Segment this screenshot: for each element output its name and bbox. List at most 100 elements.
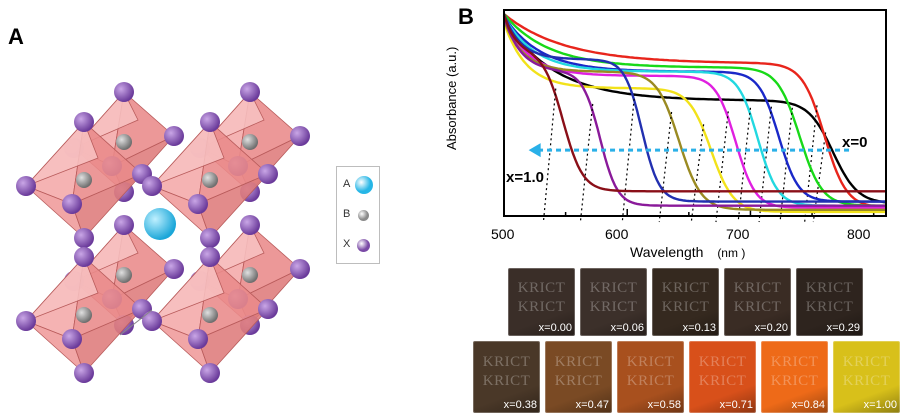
x-atom (200, 112, 220, 132)
edge-tangent (621, 93, 636, 223)
b-atom (242, 134, 258, 150)
legend-item-x: X (337, 233, 379, 259)
krict-watermark: KRICT (661, 280, 710, 296)
x-tick-800: 800 (847, 226, 871, 242)
edge-tangent (542, 88, 557, 223)
x-axis-title: Wavelength (nm ) (630, 244, 745, 260)
annotation-x1: x=1.0 (506, 169, 544, 186)
x-atom (74, 228, 94, 248)
film-composition-label: x=0.20 (754, 322, 788, 334)
x-atom (74, 112, 94, 132)
atom-legend: A B X (336, 166, 380, 264)
film-photo: KRICT KRICT x=1.00 (833, 341, 900, 413)
film-photo: KRICT KRICT x=0.47 (545, 341, 612, 413)
krict-watermark: KRICT (482, 373, 531, 389)
x-atom (200, 228, 220, 248)
x-atom (142, 176, 162, 196)
legend-item-a: A (337, 173, 379, 199)
film-photo: KRICT KRICT x=0.38 (473, 341, 540, 413)
b-atom (202, 307, 218, 323)
x-atom (16, 176, 36, 196)
legend-item-b: B (337, 203, 379, 229)
krict-watermark: KRICT (770, 373, 819, 389)
krict-watermark: KRICT (626, 373, 675, 389)
x-atom (258, 299, 278, 319)
film-photo: KRICT KRICT x=0.20 (724, 268, 791, 336)
series-line-x=0.71 (502, 13, 886, 203)
a-site-atom-icon (355, 176, 373, 194)
film-photo: KRICT KRICT x=0.58 (617, 341, 684, 413)
x-axis-label: Wavelength (630, 244, 704, 260)
edge-tangent (779, 107, 793, 223)
krict-watermark: KRICT (842, 354, 891, 370)
b-atom (116, 134, 132, 150)
panel-a-label: A (8, 24, 24, 49)
b-atom (76, 307, 92, 323)
edge-tangent (690, 124, 705, 223)
b-site-atom-icon (358, 210, 369, 221)
x-atom (114, 215, 134, 235)
series-line-x=0.47 (502, 21, 886, 214)
film-composition-label: x=0.71 (719, 399, 753, 411)
film-photo: KRICT KRICT x=0.84 (761, 341, 828, 413)
plot-frame (503, 9, 887, 217)
octahedron (151, 255, 269, 374)
film-composition-label: x=0.84 (791, 399, 825, 411)
y-axis-title: Absorbance (a.u.) (444, 46, 459, 150)
krict-watermark: KRICT (589, 280, 638, 296)
film-photo: KRICT KRICT x=0.00 (508, 268, 575, 336)
x-atom (188, 194, 208, 214)
krict-watermark: KRICT (698, 354, 747, 370)
x-atom (142, 311, 162, 331)
krict-watermark: KRICT (770, 354, 819, 370)
series-line-x=1.00 (502, 14, 886, 193)
film-composition-label: x=0.29 (826, 322, 860, 334)
x-tick-700: 700 (726, 226, 750, 242)
x-site-atom-icon (357, 239, 370, 252)
film-composition-label: x=0.58 (647, 399, 681, 411)
x-atom (200, 247, 220, 267)
film-composition-label: x=1.00 (863, 399, 897, 411)
krict-watermark: KRICT (589, 299, 638, 315)
x-axis-unit: (nm ) (717, 246, 746, 260)
x-atom (62, 194, 82, 214)
absorbance-chart (502, 9, 887, 223)
film-composition-label: x=0.47 (575, 399, 609, 411)
series-line-x=0.84 (502, 15, 886, 207)
panel-b-label: B (458, 4, 474, 29)
arrow-head-icon (528, 143, 541, 158)
x-atom (16, 311, 36, 331)
legend-label-b: B (343, 208, 351, 220)
x-atom (258, 164, 278, 184)
series-line-x=0.58 (502, 19, 886, 211)
legend-label-x: X (343, 238, 351, 250)
edge-tangent (715, 111, 729, 223)
edge-tangent (658, 111, 673, 223)
b-atom (242, 267, 258, 283)
x-atom (188, 329, 208, 349)
x-atom (240, 215, 260, 235)
b-atom (202, 172, 218, 188)
krict-watermark: KRICT (733, 280, 782, 296)
krict-watermark: KRICT (517, 280, 566, 296)
a-atom (144, 208, 176, 240)
krict-watermark: KRICT (698, 373, 747, 389)
film-photo: KRICT KRICT x=0.06 (580, 268, 647, 336)
x-atom (164, 126, 184, 146)
krict-watermark: KRICT (805, 299, 854, 315)
x-atom (200, 363, 220, 383)
series-line-x=0.13 (503, 13, 886, 207)
perovskite-structure-diagram (16, 82, 310, 383)
b-atom (76, 172, 92, 188)
film-photo: KRICT KRICT x=0.71 (689, 341, 756, 413)
x-tick-600: 600 (605, 226, 629, 242)
series-line-x=0.06 (503, 13, 887, 209)
x-atom (290, 126, 310, 146)
film-photo: KRICT KRICT x=0.13 (652, 268, 719, 336)
octahedron (25, 255, 143, 374)
annotation-x0: x=0 (842, 134, 868, 151)
series-line-x=0.38 (502, 17, 886, 209)
krict-watermark: KRICT (733, 299, 782, 315)
x-atom (290, 259, 310, 279)
krict-watermark: KRICT (842, 373, 891, 389)
